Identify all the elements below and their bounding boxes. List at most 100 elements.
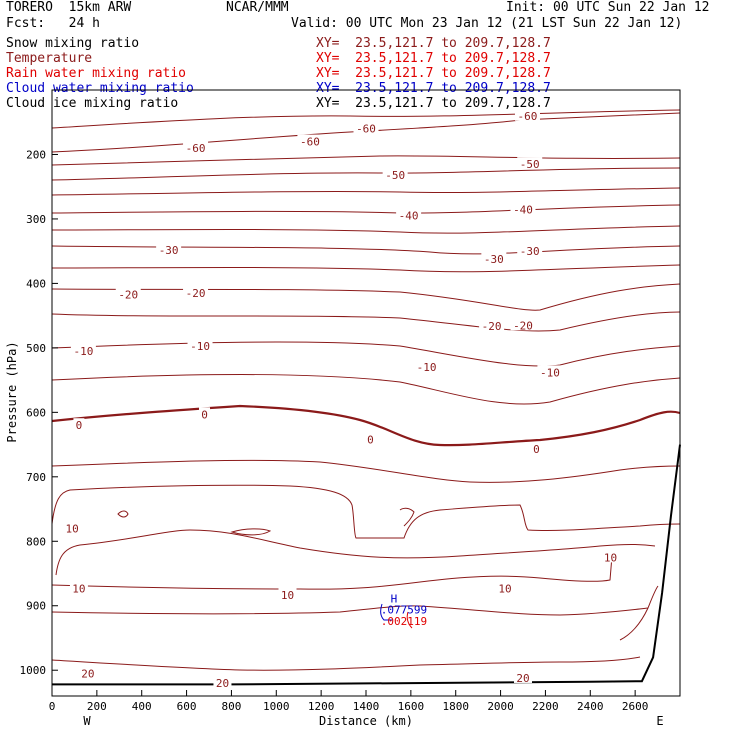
temperature-label-bg bbox=[517, 157, 543, 170]
isotherm-minus-55 bbox=[51, 155, 681, 166]
temperature-labels: -60 -60-60-60-50-50-40 -40-30-30-30-20 -20-… bbox=[63, 108, 620, 690]
legend-cloudwater-xy: XY= 23.5,121.7 to 209.7,128.7 bbox=[316, 81, 551, 96]
temperature-label: -60 bbox=[356, 123, 376, 136]
temperature-label: 0 bbox=[367, 433, 374, 446]
legend-cloudice-xy: XY= 23.5,121.7 to 209.7,128.7 bbox=[316, 96, 551, 111]
temperature-label-bg bbox=[517, 244, 543, 257]
temperature-label-bg bbox=[297, 134, 323, 147]
temperature-label-bg bbox=[530, 442, 542, 455]
temperature-label: -60 bbox=[300, 136, 320, 149]
isotherm-minus-40 bbox=[51, 204, 681, 214]
temperature-label-bg bbox=[69, 581, 88, 594]
west-end-label: W bbox=[83, 714, 91, 728]
y-tick-label-300: 300 bbox=[26, 213, 46, 226]
temperature-label: 20 bbox=[216, 677, 229, 690]
temperature-label: 10 bbox=[498, 582, 511, 595]
legend-snow-xy: XY= 23.5,121.7 to 209.7,128.7 bbox=[316, 36, 551, 51]
rain-water-value: .002119 bbox=[381, 615, 427, 628]
temperature-label: -30 bbox=[520, 245, 540, 258]
temperature-label-bg bbox=[78, 666, 97, 679]
rain-feature bbox=[406, 611, 413, 629]
isotherm-10-lower bbox=[51, 555, 613, 590]
x-tick-label-1600: 1600 bbox=[398, 700, 425, 713]
temperature-label-bg bbox=[70, 344, 96, 357]
temperature-label: -50 bbox=[385, 169, 405, 182]
temperature-label: 20 bbox=[81, 667, 94, 680]
isotherm-minus-25 bbox=[51, 264, 681, 273]
isotherm-minus-5 bbox=[51, 374, 681, 405]
x-tick-label-400: 400 bbox=[132, 700, 152, 713]
x-tick-label-800: 800 bbox=[221, 700, 241, 713]
y-tick-label-500: 500 bbox=[26, 342, 46, 355]
forecast-hour: Fcst: 24 h bbox=[6, 16, 100, 31]
cloud-water-value: .077599 bbox=[381, 603, 427, 616]
temperature-label-bg bbox=[63, 521, 82, 534]
legend-cloudwater-label: Cloud water mixing ratio bbox=[6, 81, 194, 96]
isotherm-15-east bbox=[619, 585, 659, 641]
rain-water-contour bbox=[406, 611, 413, 629]
cloud-water-contour bbox=[380, 603, 392, 621]
y-tick-label-900: 900 bbox=[26, 600, 46, 613]
max-marker: H .077599 .002119 bbox=[381, 593, 427, 629]
legend-temperature-xy: XY= 23.5,121.7 to 209.7,128.7 bbox=[316, 51, 551, 66]
temperature-label-bg bbox=[514, 108, 540, 121]
isotherm-20 bbox=[51, 656, 641, 671]
legend-rain-label: Rain water mixing ratio bbox=[6, 66, 187, 81]
temperature-label-bg bbox=[115, 287, 141, 300]
temperature-label: -30 bbox=[159, 244, 179, 257]
y-tick-label-200: 200 bbox=[26, 148, 46, 161]
x-tick-label-200: 200 bbox=[87, 700, 107, 713]
isotherm-minus-60 bbox=[51, 112, 681, 153]
model-title: TORERO 15km ARW bbox=[6, 0, 132, 15]
temperature-label: -50 bbox=[520, 158, 540, 171]
temperature-label: -30 bbox=[484, 253, 504, 266]
temperature-label: -20 bbox=[186, 287, 206, 300]
isotherm-minus-50 bbox=[51, 167, 681, 181]
temperature-label-bg bbox=[479, 318, 505, 331]
temperature-label-bg bbox=[396, 208, 422, 221]
x-tick-label-0: 0 bbox=[49, 700, 56, 713]
temperature-label-bg bbox=[481, 251, 507, 264]
temperature-label: 10 bbox=[66, 522, 79, 535]
isotherm-10 bbox=[55, 529, 656, 576]
temperature-label: -10 bbox=[540, 366, 560, 379]
temperature-label: -40 bbox=[513, 203, 533, 216]
cloud-water-feature bbox=[380, 603, 392, 621]
isotherm-10-warm-pocket bbox=[51, 484, 681, 539]
y-tick-label-700: 700 bbox=[26, 471, 46, 484]
x-tick-label-2000: 2000 bbox=[487, 700, 514, 713]
temperature-label-bg bbox=[156, 242, 182, 255]
x-tick-label-2400: 2400 bbox=[577, 700, 604, 713]
temperature-label: 10 bbox=[604, 551, 617, 564]
temperature-label: 20 bbox=[516, 672, 529, 685]
x-tick-label-1000: 1000 bbox=[263, 700, 290, 713]
x-tick-label-1800: 1800 bbox=[442, 700, 469, 713]
temperature-label-bg bbox=[514, 670, 532, 683]
temperature-label: -10 bbox=[73, 345, 93, 358]
legend-cloudice-label: Cloud ice mixing ratio bbox=[6, 96, 179, 111]
x-axis-title: Distance (km) bbox=[319, 714, 413, 728]
warm-pocket-mid bbox=[230, 528, 272, 536]
y-axis: 200 300 400 500 600 700 800 900 1000 bbox=[20, 148, 58, 677]
temperature-label-bg bbox=[510, 202, 536, 215]
warm-pocket-kink bbox=[399, 507, 415, 527]
temperature-label-bg bbox=[278, 587, 297, 600]
isotherm-minus-10 bbox=[51, 341, 681, 367]
temperature-label-bg bbox=[510, 318, 536, 331]
isotherm-minus-30 bbox=[51, 245, 681, 255]
temperature-label-bg bbox=[183, 141, 209, 154]
valid-time: Valid: 00 UTC Mon 23 Jan 12 (21 LST Sun … bbox=[291, 16, 683, 31]
center-label: NCAR/MMM bbox=[226, 0, 289, 15]
y-tick-label-600: 600 bbox=[26, 406, 46, 419]
isotherm-minus-20 bbox=[51, 283, 681, 311]
temperature-label-bg bbox=[537, 365, 563, 378]
x-tick-label-2600: 2600 bbox=[622, 700, 649, 713]
temperature-label-bg bbox=[601, 550, 620, 563]
isotherm-minus-35 bbox=[51, 225, 681, 234]
isotherm-minus-45 bbox=[51, 187, 681, 196]
x-axis: 0 200 400 600 800 1000 1200 1400 1600 1800 2000 220… bbox=[49, 690, 649, 713]
isotherm-minus-60-upper bbox=[51, 109, 681, 129]
temperature-label: -60 bbox=[186, 142, 206, 155]
temperature-label: -10 bbox=[417, 361, 437, 374]
legend-snow-label: Snow mixing ratio bbox=[6, 36, 140, 51]
